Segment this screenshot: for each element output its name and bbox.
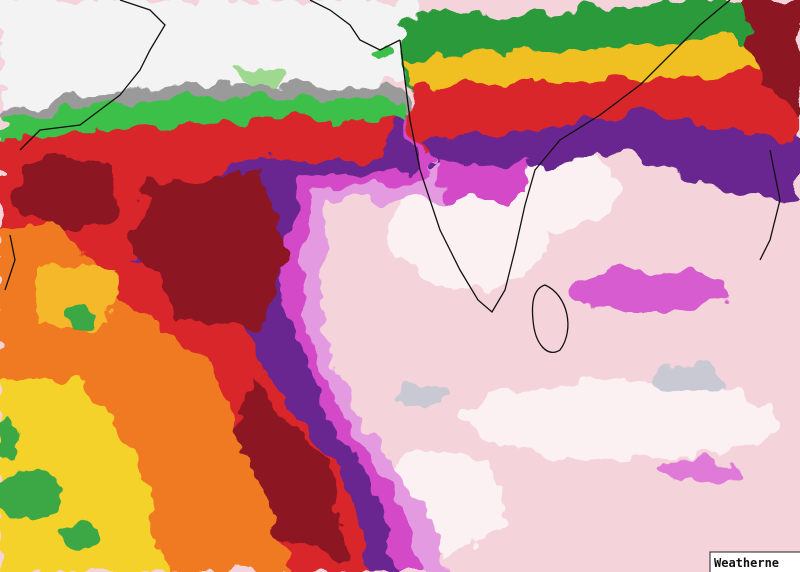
white-patch bbox=[460, 380, 780, 460]
gray-patch bbox=[650, 366, 730, 394]
heavy-rain-layer bbox=[0, 100, 450, 572]
magenta-band bbox=[570, 268, 730, 312]
sri-lanka bbox=[531, 284, 569, 353]
dark-red-northeast bbox=[740, 0, 800, 120]
dry-land bbox=[0, 0, 430, 110]
purple-north bbox=[420, 110, 800, 200]
arabian-coast bbox=[19, 0, 166, 151]
north-layer bbox=[0, 0, 800, 200]
green-patch bbox=[0, 470, 65, 520]
dark-red-zone bbox=[230, 380, 350, 560]
magenta-patch bbox=[660, 458, 740, 482]
yellow-patch bbox=[40, 260, 120, 330]
andaman-coast bbox=[759, 149, 781, 261]
green-patch bbox=[64, 304, 96, 328]
green-patches bbox=[0, 304, 98, 549]
green-patch bbox=[0, 420, 18, 460]
watermark-text: Weatherne bbox=[714, 556, 779, 570]
socotra-coast bbox=[4, 234, 16, 291]
watermark-background bbox=[709, 551, 800, 572]
dark-red-zone bbox=[15, 160, 120, 230]
gray-patch bbox=[395, 383, 445, 407]
gulf-coast bbox=[309, 0, 401, 51]
yellow-zone bbox=[0, 380, 170, 572]
dark-red-zone bbox=[130, 170, 290, 330]
watermark-box: Weatherne bbox=[709, 551, 800, 572]
light-green-patch bbox=[232, 65, 288, 85]
coastlines bbox=[4, 0, 781, 353]
green-band bbox=[0, 95, 412, 140]
green-patch bbox=[62, 521, 98, 549]
india-coast bbox=[399, 0, 731, 313]
magenta-india bbox=[430, 160, 530, 200]
